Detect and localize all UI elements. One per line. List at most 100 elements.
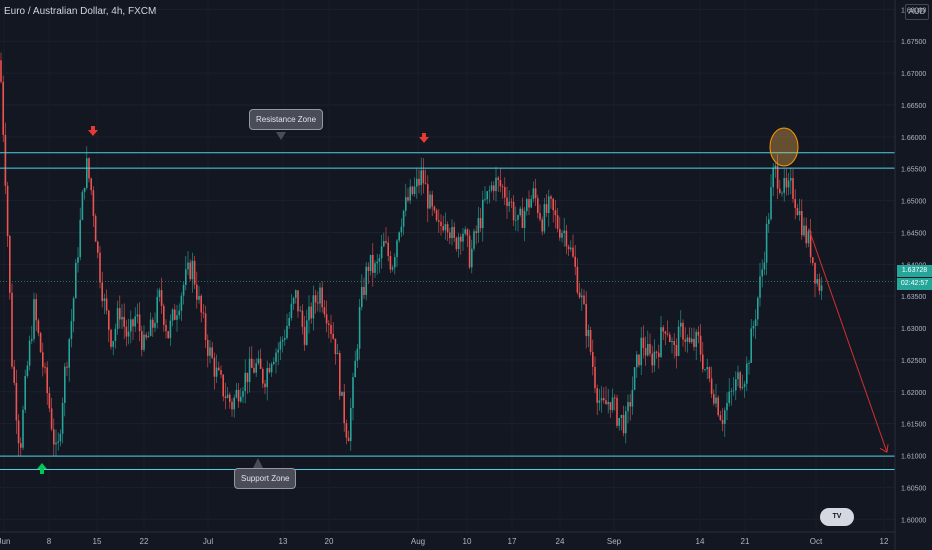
candle-body	[116, 308, 119, 329]
candle-body	[622, 414, 625, 434]
price-tick-label: 1.62500	[901, 358, 926, 365]
candle-body	[732, 390, 735, 392]
candle-body	[460, 236, 462, 242]
candle-body	[182, 284, 185, 296]
candle-body	[688, 337, 691, 343]
candle-body	[429, 194, 431, 209]
candle-body	[101, 282, 103, 302]
tradingview-logo-icon[interactable]: TV	[820, 508, 854, 526]
candle-body	[11, 292, 13, 367]
candle-body	[363, 286, 365, 295]
candle-body	[165, 324, 167, 332]
candle-body	[180, 295, 183, 311]
candle-body	[215, 367, 218, 377]
candle-body	[794, 198, 796, 208]
candle-body	[543, 204, 546, 232]
candle-body	[495, 177, 497, 192]
time-axis[interactable]: Jun 8 15 22 Jul 13 20 Aug 10 17 24 Sep 14 21 Oct 12	[0, 531, 895, 546]
price-tick-label: 1.68000	[901, 7, 926, 14]
candle-body	[299, 310, 301, 312]
candle-body	[152, 319, 154, 328]
candle-body	[680, 322, 682, 327]
time-tick-label: 12	[880, 537, 889, 546]
candle-body	[321, 287, 323, 308]
candle-body	[400, 226, 403, 233]
time-tick-label: 24	[556, 537, 565, 546]
candle-body	[361, 286, 363, 308]
candle-body	[726, 403, 728, 411]
candle-body	[398, 232, 400, 241]
candle-body	[310, 306, 312, 319]
candle-body	[451, 226, 453, 239]
candle-body	[757, 297, 759, 320]
candle-body	[669, 334, 671, 343]
candle-body	[741, 386, 744, 389]
candle-body	[103, 298, 106, 302]
candle-body	[0, 60, 2, 82]
candle-body	[191, 260, 194, 280]
candle-body	[633, 367, 636, 390]
support-label-pointer	[253, 458, 263, 468]
candle-body	[325, 314, 328, 324]
candle-body	[396, 240, 398, 258]
candle-body	[510, 201, 513, 203]
candle-body	[574, 256, 576, 267]
resistance-label-pointer	[276, 132, 286, 140]
candle-body	[237, 389, 240, 402]
candle-body	[174, 309, 176, 320]
candle-body	[499, 179, 502, 187]
candle-body	[519, 208, 521, 216]
candle-body	[433, 206, 436, 211]
candle-body	[730, 390, 733, 392]
candle-body	[567, 246, 570, 250]
candle-body	[92, 190, 95, 216]
candle-body	[317, 302, 319, 304]
candle-body	[715, 397, 717, 404]
candle-body	[44, 367, 46, 369]
candle-body	[702, 354, 704, 370]
price-tick-label: 1.62000	[901, 390, 926, 397]
candle-body	[99, 252, 101, 283]
candle-body	[169, 320, 172, 339]
time-tick-label: Oct	[810, 537, 823, 546]
candle-body	[2, 81, 4, 135]
candle-body	[655, 351, 658, 353]
candle-body	[471, 248, 473, 268]
candle-body	[493, 185, 495, 192]
candle-body	[592, 352, 594, 367]
candle-body	[719, 415, 722, 421]
price-axis[interactable]: 1.60000 1.60500 1.61000 1.61500 1.62000 1.625…	[894, 0, 926, 550]
currency-button[interactable]: AUD	[905, 4, 929, 20]
candle-body	[6, 185, 9, 236]
candle-body	[587, 329, 590, 337]
candle-body	[737, 372, 739, 380]
candle-body	[644, 347, 647, 356]
candle-body	[805, 225, 807, 244]
candle-body	[292, 298, 295, 304]
candle-body	[64, 366, 66, 403]
candle-body	[554, 210, 557, 216]
candle-body	[343, 391, 345, 424]
candle-body	[427, 184, 429, 209]
candle-body	[686, 337, 689, 342]
zone-lines	[0, 152, 895, 471]
price-tick-label: 1.67500	[901, 39, 926, 46]
candle-body	[200, 295, 202, 313]
candle-body	[15, 382, 18, 421]
candle-body	[405, 197, 407, 211]
candle-body	[281, 339, 284, 342]
candle-body	[708, 367, 711, 379]
candle-body	[820, 285, 823, 291]
candle-body	[306, 320, 308, 345]
candle-body	[105, 298, 108, 311]
price-tick-label: 1.61000	[901, 454, 926, 461]
candle-body	[442, 226, 444, 231]
candle-body	[449, 232, 451, 239]
candle-body	[61, 402, 64, 434]
candle-body	[66, 366, 68, 368]
candle-body	[607, 402, 609, 405]
candle-body	[541, 219, 543, 232]
candle-body	[662, 327, 664, 332]
candle-body	[266, 368, 268, 388]
